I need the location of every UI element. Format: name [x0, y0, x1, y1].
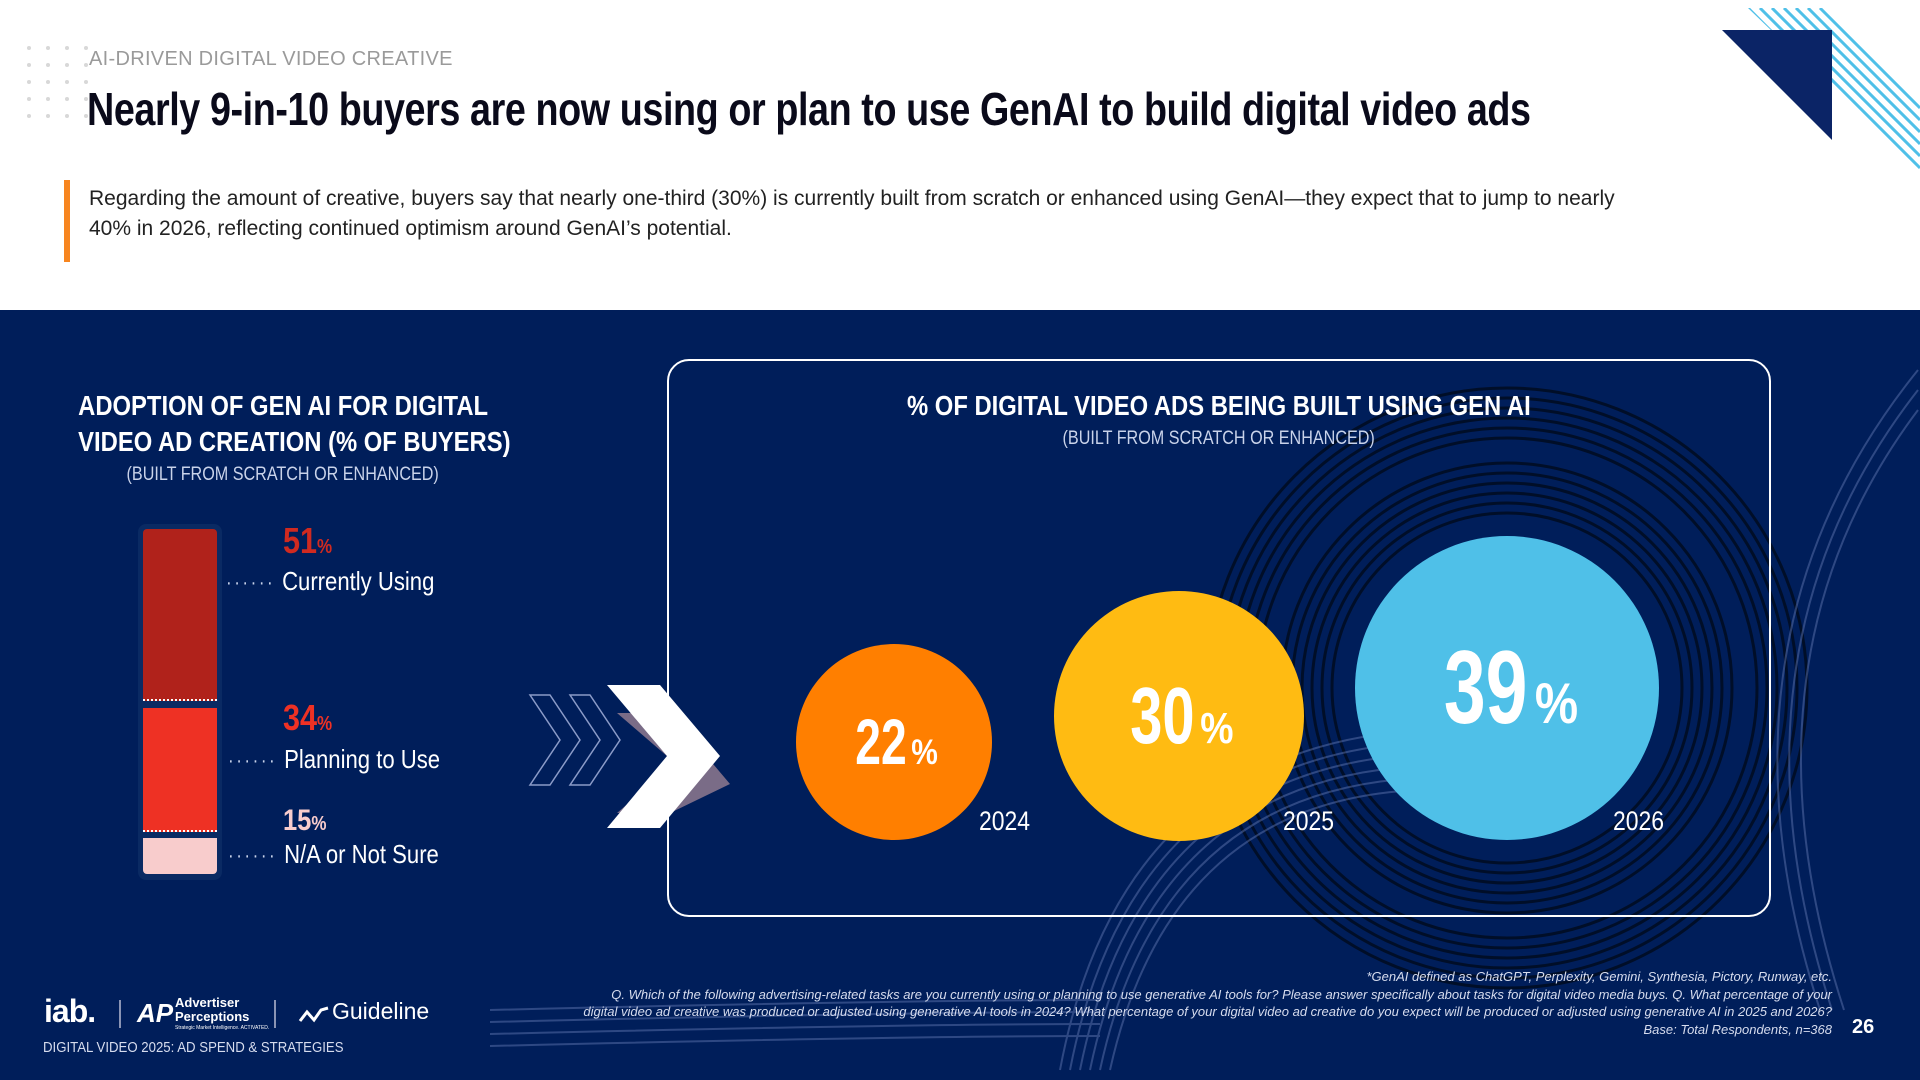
- page-title: Nearly 9-in-10 buyers are now using or p…: [87, 83, 1531, 135]
- intro-paragraph: Regarding the amount of creative, buyers…: [89, 187, 1615, 240]
- left-chart-subtitle: (BUILT FROM SCRATCH OR ENHANCED): [126, 464, 440, 485]
- guideline-logo-mark: [298, 1006, 329, 1023]
- circle-2024: 22%: [796, 644, 992, 840]
- footnote-question-1: Q. Which of the following advertising-re…: [611, 987, 1832, 1002]
- corner-stripes-decoration: [1722, 8, 1920, 174]
- circle-2026: 39%: [1355, 536, 1659, 840]
- chevron-arrow-icon: [528, 685, 730, 828]
- circle-2025: 30%: [1054, 591, 1304, 841]
- label-currently-using: ······ Currently Using: [226, 566, 435, 596]
- year-2026: 2026: [1613, 806, 1665, 836]
- advertiser-perceptions-logo: Advertiser Perceptions Strategic Market In…: [175, 995, 270, 1032]
- logo-divider: [274, 1000, 276, 1028]
- advertiser-perceptions-logo-mark: AP: [137, 998, 174, 1028]
- page-number: 26: [1852, 1016, 1875, 1038]
- right-chart-title: % OF DIGITAL VIDEO ADS BEING BUILT USING…: [907, 390, 1531, 421]
- report-name: DIGITAL VIDEO 2025: AD SPEND & STRATEGIE…: [43, 1039, 344, 1056]
- label-planning-to-use: ······ Planning to Use: [228, 744, 441, 774]
- year-2024: 2024: [979, 806, 1031, 836]
- logo-divider: [119, 1000, 121, 1028]
- concentric-rings-decoration: [489, 369, 1919, 1071]
- section-kicker: AI-DRIVEN DIGITAL VIDEO CREATIVE: [89, 48, 453, 70]
- bar-segment-na-not-sure: [143, 838, 217, 874]
- left-chart-title: ADOPTION OF GEN AI FOR DIGITAL VIDEO AD C…: [78, 390, 511, 457]
- iab-logo: iab.: [44, 993, 96, 1029]
- content-panel: ADOPTION OF GEN AI FOR DIGITAL VIDEO AD C…: [0, 310, 1920, 1080]
- right-chart-subtitle: (BUILT FROM SCRATCH OR ENHANCED): [1062, 428, 1376, 449]
- bar-segment-currently-using: [143, 529, 217, 701]
- dot-grid-decoration: [27, 46, 89, 118]
- footnote-genai-definition: *GenAI defined as ChatGPT, Perplexity, G…: [1366, 969, 1832, 984]
- bar-segment-planning-to-use: [143, 708, 217, 832]
- chart-frame: [667, 359, 1771, 917]
- footnote-base: Base: Total Respondents, n=368: [1643, 1022, 1832, 1037]
- year-2025: 2025: [1283, 806, 1335, 836]
- value-na-not-sure: 15%: [283, 804, 327, 837]
- footnote-question-2: digital video ad creative was produced o…: [583, 1004, 1832, 1019]
- accent-bar: [64, 180, 70, 262]
- value-planning-to-use: 34%: [283, 697, 333, 738]
- stacked-bar: [138, 524, 222, 880]
- label-na-not-sure: ······ N/A or Not Sure: [228, 839, 439, 869]
- value-currently-using: 51%: [283, 520, 333, 561]
- guideline-logo: Guideline: [332, 998, 430, 1024]
